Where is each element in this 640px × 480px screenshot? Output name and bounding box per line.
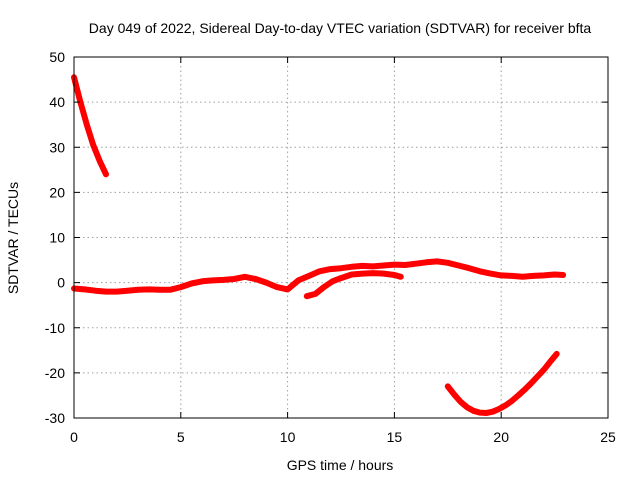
y-tick-label: -20 — [45, 365, 65, 381]
x-tick-label: 0 — [70, 429, 78, 445]
series-line-negative-trough — [444, 350, 560, 416]
y-tick-label: -30 — [45, 410, 65, 426]
y-axis-label: SDTVAR / TECUs — [5, 182, 21, 294]
x-axis-label: GPS time / hours — [287, 457, 394, 473]
chart-title: Day 049 of 2022, Sidereal Day-to-day VTE… — [89, 20, 592, 36]
x-tick-label: 10 — [280, 429, 296, 445]
x-tick-labels: 0 5 10 15 20 25 — [70, 429, 616, 445]
y-tick-label: 30 — [49, 139, 65, 155]
y-tick-label: 0 — [57, 275, 65, 291]
ticks — [73, 56, 609, 419]
x-tick-label: 20 — [493, 429, 509, 445]
series-line-secondary-arc — [303, 270, 404, 300]
grid — [74, 57, 608, 418]
series-layer — [71, 74, 567, 416]
series-line-descending-early — [71, 74, 109, 178]
y-tick-label: 20 — [49, 184, 65, 200]
y-tick-label: -10 — [45, 320, 65, 336]
x-tick-label: 15 — [387, 429, 403, 445]
y-tick-label: 40 — [49, 94, 65, 110]
y-tick-label: 10 — [49, 230, 65, 246]
y-tick-label: 50 — [49, 49, 65, 65]
y-tick-labels: -30 -20 -10 0 10 20 30 40 50 — [45, 49, 65, 426]
x-tick-label: 25 — [600, 429, 616, 445]
x-tick-label: 5 — [177, 429, 185, 445]
series-line-main-arc — [71, 258, 567, 295]
